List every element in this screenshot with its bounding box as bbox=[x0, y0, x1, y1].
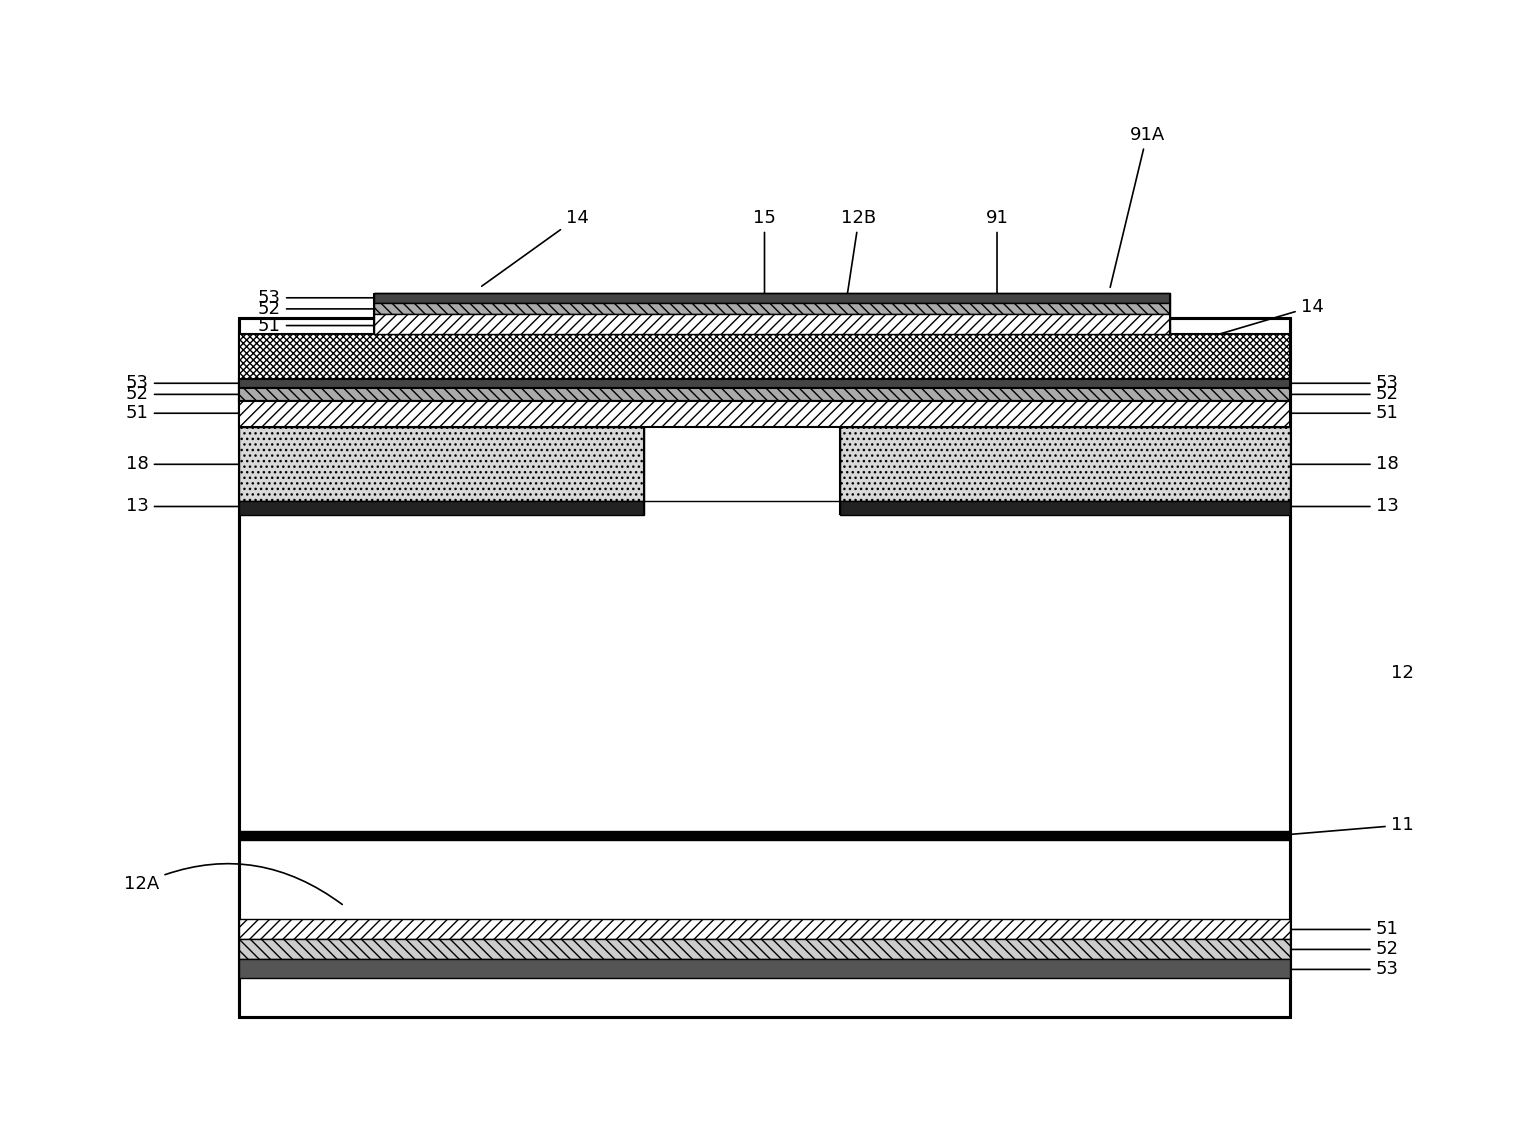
Text: 53: 53 bbox=[257, 289, 386, 307]
Bar bbox=[239, 427, 645, 501]
Bar bbox=[239, 335, 1290, 401]
Bar bbox=[239, 960, 1290, 978]
Text: 52: 52 bbox=[257, 300, 386, 318]
Text: 51: 51 bbox=[1285, 405, 1399, 423]
Text: 13: 13 bbox=[1285, 498, 1399, 516]
Text: 53: 53 bbox=[126, 374, 244, 392]
Text: 18: 18 bbox=[126, 455, 244, 473]
Text: 14: 14 bbox=[1202, 298, 1323, 339]
Text: 14: 14 bbox=[481, 209, 589, 287]
Text: 91: 91 bbox=[986, 209, 1008, 337]
Text: 52: 52 bbox=[126, 386, 244, 404]
Text: 91A: 91A bbox=[1110, 126, 1164, 288]
Text: 18: 18 bbox=[1285, 455, 1399, 473]
Bar bbox=[239, 388, 1290, 401]
Bar bbox=[239, 401, 1290, 427]
Text: 51: 51 bbox=[126, 405, 244, 423]
Text: 12B: 12B bbox=[840, 209, 877, 343]
Text: 51: 51 bbox=[1285, 921, 1399, 939]
Text: 53: 53 bbox=[1285, 960, 1399, 978]
Bar bbox=[239, 501, 645, 516]
Bar bbox=[374, 303, 1169, 315]
Text: 12A: 12A bbox=[124, 863, 342, 905]
Bar bbox=[839, 427, 1290, 501]
Text: 12: 12 bbox=[1391, 664, 1414, 682]
Text: 51: 51 bbox=[257, 317, 386, 335]
Bar bbox=[374, 315, 1169, 335]
Text: 52: 52 bbox=[1285, 386, 1399, 404]
Text: 53: 53 bbox=[1285, 374, 1399, 392]
Bar bbox=[239, 919, 1290, 940]
Bar bbox=[239, 940, 1290, 960]
Text: 13: 13 bbox=[126, 498, 244, 516]
Bar bbox=[374, 293, 1169, 303]
Bar bbox=[239, 379, 1290, 388]
Text: 11: 11 bbox=[1285, 816, 1414, 835]
Bar bbox=[239, 831, 1290, 840]
Text: 15: 15 bbox=[752, 209, 777, 343]
Text: 52: 52 bbox=[1285, 941, 1399, 959]
Bar bbox=[839, 501, 1290, 516]
Bar bbox=[239, 318, 1290, 1017]
